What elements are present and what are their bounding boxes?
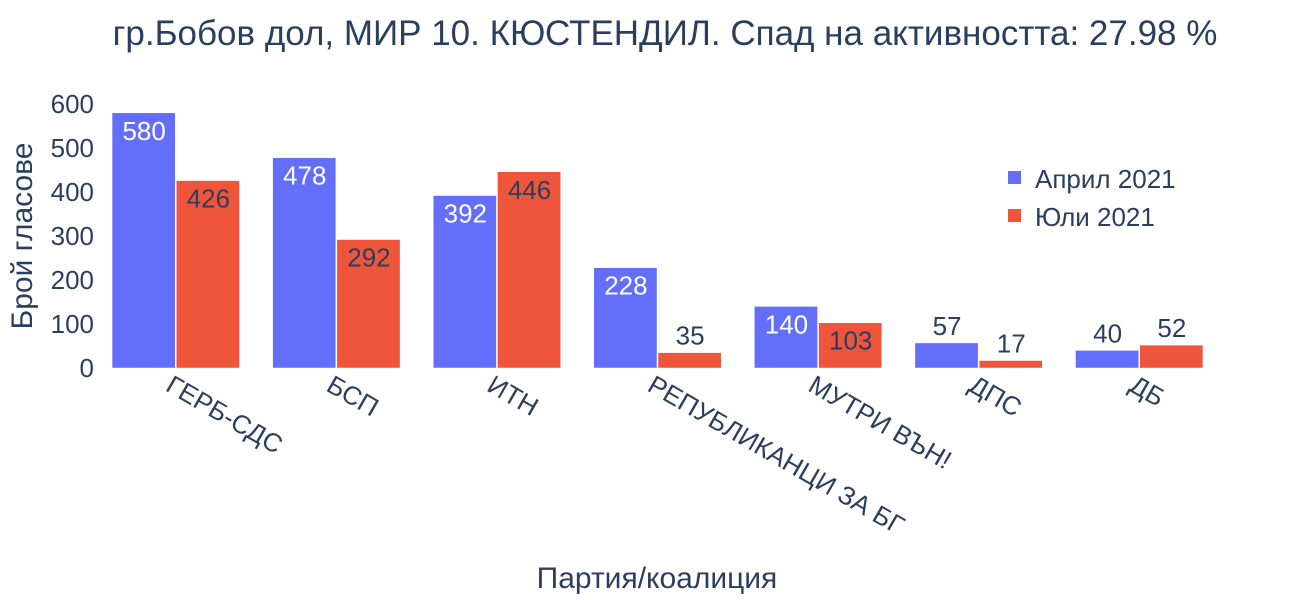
bar-value-label: 52 (1157, 313, 1186, 343)
legend: Април 2021 Юли 2021 (1008, 164, 1176, 232)
y-tick-label: 300 (51, 221, 94, 251)
bar (818, 322, 883, 369)
bar (336, 239, 401, 369)
y-axis-title: Брой гласове (6, 143, 39, 330)
bar (176, 180, 240, 369)
bar (497, 171, 561, 369)
y-axis-ticks: 0 100 200 300 400 500 600 (51, 89, 94, 383)
bar (111, 112, 176, 369)
bar-value-label: 57 (933, 311, 962, 341)
bar (272, 157, 337, 369)
y-tick-label: 600 (51, 89, 94, 119)
bar (593, 267, 658, 369)
bar (1139, 344, 1204, 369)
legend-label: Април 2021 (1035, 164, 1176, 194)
bar-value-label: 392 (444, 199, 487, 229)
y-tick-label: 0 (80, 353, 94, 383)
x-tick-label: ГЕРБ-СДС (161, 369, 288, 460)
y-tick-label: 100 (51, 309, 94, 339)
bar-value-label: 228 (604, 271, 647, 301)
bars (111, 112, 1204, 369)
bar (432, 195, 497, 369)
bar-value-label: 580 (122, 116, 165, 146)
bar-value-label: 35 (676, 321, 705, 351)
legend-swatch (1008, 171, 1021, 184)
bar (657, 352, 722, 369)
bar-value-labels: 580 426 478 292 392 446 228 35 140 103 57 17 40 52 (122, 116, 1186, 359)
bar (1075, 350, 1139, 369)
y-tick-label: 500 (51, 133, 94, 163)
x-tick-label: РЕПУБЛИКАНЦИ ЗА БГ (643, 369, 910, 540)
x-tick-label: ДБ (1125, 369, 1170, 412)
x-axis-title: Партия/коалиция (537, 562, 778, 595)
bar (978, 360, 1043, 369)
bar-value-label: 40 (1093, 318, 1122, 348)
bar-value-label: 140 (765, 309, 808, 339)
y-tick-label: 400 (51, 177, 94, 207)
chart-title: гр.Бобов дол, МИР 10. КЮСТЕНДИЛ. Спад на… (112, 14, 1218, 53)
bar-value-label: 17 (997, 329, 1026, 359)
x-tick-label: МУТРИ ВЪН! (804, 369, 957, 475)
x-tick-label: БСП (322, 369, 384, 422)
bar-value-label: 103 (829, 326, 872, 356)
legend-label: Юли 2021 (1035, 202, 1155, 232)
bar-value-label: 478 (283, 161, 326, 191)
legend-swatch (1008, 209, 1021, 222)
y-tick-label: 200 (51, 265, 94, 295)
bar (914, 342, 979, 369)
bar-value-label: 426 (187, 184, 230, 214)
bar-value-label: 292 (347, 243, 390, 273)
bar (754, 306, 818, 369)
x-tick-label: ИТН (482, 369, 543, 422)
x-tick-label: ДПС (964, 369, 1027, 423)
bar-value-label: 446 (508, 175, 551, 205)
